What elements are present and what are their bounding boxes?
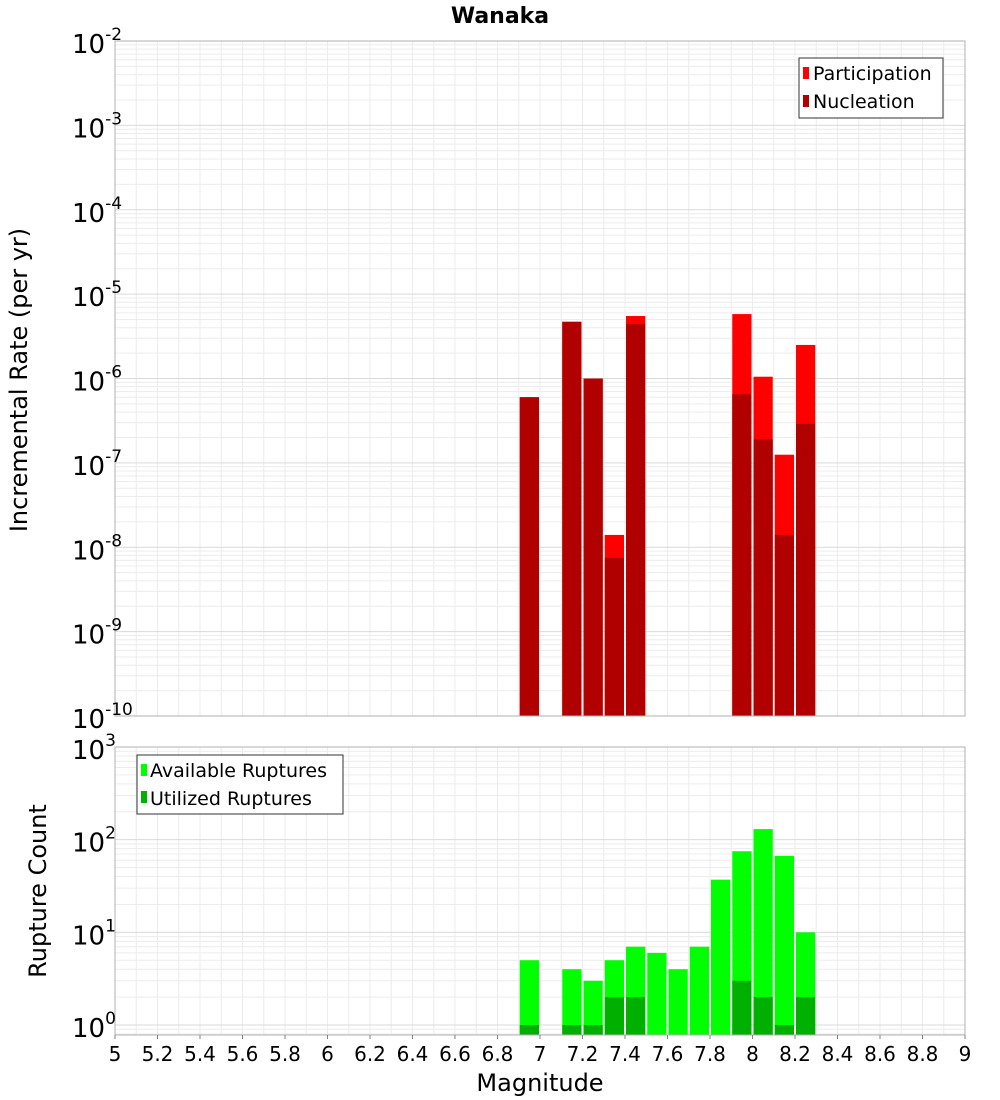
rate-y-tick-label: 10-9	[72, 616, 122, 651]
x-tick-label: 7.6	[652, 1042, 684, 1066]
count-legend: Available Ruptures Utilized Ruptures	[136, 754, 344, 815]
count-bar-available-ruptures	[519, 960, 539, 1035]
count-panel: 100 101 102 103 5 5.2 5.4 5.6 5.8 6 6.2 6.4 6.6 6.8 7…	[24, 731, 971, 1097]
legend-swatch-nucleation	[803, 95, 809, 107]
count-bar-utilized-ruptures	[519, 1025, 539, 1035]
count-y-ticks: 100 101 102 103	[72, 731, 116, 1044]
count-bar-utilized-ruptures	[732, 980, 752, 1035]
x-tick-label: 5.6	[227, 1042, 259, 1066]
x-tick-label: 8.2	[779, 1042, 811, 1066]
x-tick-label: 5	[109, 1042, 122, 1066]
count-bar-utilized-ruptures	[583, 1025, 603, 1035]
x-tick-label: 8	[746, 1042, 759, 1066]
rate-bars	[519, 314, 816, 716]
x-tick-label: 5.4	[184, 1042, 216, 1066]
count-bar-utilized-ruptures	[626, 997, 646, 1035]
x-tick-label: 7.2	[567, 1042, 599, 1066]
count-bar-available-ruptures	[689, 946, 709, 1035]
x-tick-label: 5.2	[142, 1042, 174, 1066]
rate-legend-box	[798, 57, 944, 119]
x-tick-label: 6.6	[439, 1042, 471, 1066]
x-tick-label: 9	[959, 1042, 972, 1066]
rate-y-tick-label: 10-4	[72, 194, 122, 229]
count-bar-available-ruptures	[774, 855, 794, 1035]
rate-bar-nucleation	[774, 534, 794, 716]
count-bar-available-ruptures	[647, 952, 667, 1035]
count-legend-box	[136, 754, 344, 815]
count-y-tick-label: 101	[72, 916, 116, 951]
rate-bar-nucleation	[604, 557, 624, 716]
count-bar-available-ruptures	[562, 969, 582, 1035]
rate-bar-nucleation	[732, 394, 752, 716]
count-bar-utilized-ruptures	[753, 997, 773, 1035]
rate-y-tick-label: 10-2	[72, 25, 122, 60]
count-bars	[519, 829, 816, 1035]
count-bar-available-ruptures	[753, 829, 773, 1035]
rate-y-tick-label: 10-6	[72, 363, 122, 398]
count-y-tick-label: 100	[72, 1009, 116, 1044]
legend-swatch-available	[141, 764, 147, 776]
x-tick-label: 6.2	[354, 1042, 386, 1066]
rate-y-tick-label: 10-10	[72, 700, 133, 735]
rate-bar-nucleation	[562, 321, 582, 716]
rate-y-tick-label: 10-7	[72, 447, 122, 482]
chart-title: Wanaka	[451, 4, 549, 29]
rate-y-tick-label: 10-8	[72, 531, 122, 566]
x-tick-label: 6	[321, 1042, 334, 1066]
rate-y-axis-label: Incremental Rate (per yr)	[5, 228, 33, 532]
x-tick-label: 6.4	[397, 1042, 429, 1066]
count-bar-available-ruptures	[668, 969, 688, 1035]
count-bar-utilized-ruptures	[562, 1025, 582, 1035]
rate-bar-nucleation	[583, 378, 603, 716]
count-bar-utilized-ruptures	[774, 1025, 794, 1035]
rate-bar-nucleation	[519, 397, 539, 716]
count-bar-utilized-ruptures	[796, 997, 816, 1035]
rate-y-ticks: 10-10 10-9 10-8 10-7 10-6 10-5 10-4 10-3 10-2	[72, 25, 133, 735]
count-y-axis-label: Rupture Count	[24, 804, 52, 978]
x-tick-label: 8.8	[907, 1042, 939, 1066]
count-y-tick-label: 103	[72, 731, 116, 766]
rate-grid	[114, 41, 966, 717]
x-tick-label: 7	[534, 1042, 547, 1066]
legend-label-nucleation: Nucleation	[813, 91, 915, 113]
x-tick-label: 7.8	[694, 1042, 726, 1066]
rate-y-tick-label: 10-3	[72, 109, 122, 144]
legend-label-available: Available Ruptures	[150, 760, 327, 782]
rate-bar-nucleation	[753, 439, 773, 716]
legend-swatch-participation	[803, 67, 809, 79]
x-tick-label: 8.6	[864, 1042, 896, 1066]
legend-swatch-utilized	[141, 791, 147, 803]
count-y-tick-label: 102	[72, 824, 116, 859]
x-tick-label: 6.8	[482, 1042, 514, 1066]
count-bar-available-ruptures	[711, 879, 731, 1035]
rate-plot-border	[114, 40, 966, 717]
rate-legend: Participation Nucleation	[798, 57, 944, 119]
x-tick-label: 5.8	[269, 1042, 301, 1066]
rate-bar-nucleation	[796, 423, 816, 716]
x-tick-label: 7.4	[609, 1042, 641, 1066]
rate-bar-nucleation	[626, 324, 646, 716]
legend-label-utilized: Utilized Ruptures	[150, 788, 312, 810]
x-ticks: 5 5.2 5.4 5.6 5.8 6 6.2 6.4 6.6 6.8 7 7.2 7.4 7.6 7.8 8…	[109, 1035, 972, 1066]
rate-y-tick-label: 10-5	[72, 278, 122, 313]
count-bar-available-ruptures	[583, 980, 603, 1035]
count-bar-utilized-ruptures	[604, 997, 624, 1035]
x-tick-label: 8.4	[822, 1042, 854, 1066]
rate-panel: 10-10 10-9 10-8 10-7 10-6 10-5 10-4 10-3 10-2 In…	[5, 25, 966, 735]
x-axis-label: Magnitude	[476, 1069, 603, 1097]
legend-label-participation: Participation	[813, 63, 932, 85]
